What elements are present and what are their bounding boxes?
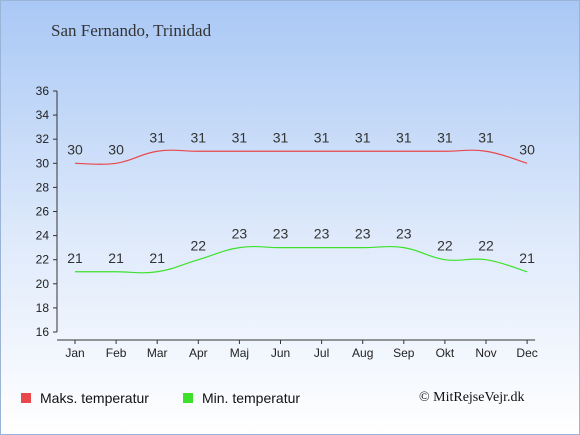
y-tick-label: 22 [36,253,50,267]
max-value-label: 31 [396,129,412,145]
y-tick-label: 24 [36,229,50,243]
legend-max-label: Maks. temperatur [40,390,149,406]
y-tick-label: 16 [36,325,50,339]
min-value-label: 23 [232,226,248,242]
max-value-label: 31 [273,129,289,145]
max-value-label: 31 [232,129,248,145]
x-tick-label: Mar [147,346,168,360]
min-value-label: 22 [437,238,453,254]
x-tick-label: Maj [230,346,249,360]
min-value-label: 21 [67,250,83,266]
y-tick-label: 20 [36,277,50,291]
legend-min: Min. temperatur [183,390,300,406]
axes: 16 18 20 22 24 26 28 30 32 34 36 Jan Feb Mar Apr Maj Jun… [36,84,538,360]
min-value-label: 21 [149,250,165,266]
x-tick-label: Nov [475,346,496,360]
chart-title: San Fernando, Trinidad [51,21,212,40]
x-tick-label: Jul [314,346,329,360]
legend-max-swatch [21,393,31,403]
y-tick-label: 26 [36,205,50,219]
max-value-label: 31 [191,129,207,145]
min-value-label: 22 [478,238,494,254]
y-tick-label: 18 [36,301,50,315]
y-tick-label: 28 [36,180,50,194]
x-tick-label: Aug [352,346,373,360]
min-value-label: 23 [314,226,330,242]
min-temperature-line [74,245,528,274]
y-tick-label: 30 [36,156,50,170]
y-tick-label: 36 [36,84,50,98]
max-value-label: 31 [437,129,453,145]
series-lines [74,149,528,274]
max-temperature-line [74,149,528,165]
x-tick-label: Okt [436,346,455,360]
min-value-label: 21 [519,250,535,266]
min-value-label: 23 [396,226,412,242]
max-value-label: 30 [67,141,83,157]
x-tick-label: Dec [516,346,537,360]
x-tick-label: Jan [65,346,84,360]
min-value-label: 23 [355,226,371,242]
max-value-label: 30 [108,141,124,157]
y-tick-label: 32 [36,132,50,146]
max-value-label: 31 [149,129,165,145]
legend-min-label: Min. temperatur [202,390,301,406]
x-tick-label: Apr [189,346,208,360]
max-value-label: 30 [519,141,535,157]
x-tick-label: Sep [393,346,415,360]
max-value-label: 31 [314,129,330,145]
credit-text: © MitRejseVejr.dk [419,390,525,405]
max-value-label: 31 [355,129,371,145]
x-tick-label: Jun [271,346,290,360]
legend-max: Maks. temperatur [21,390,149,406]
min-value-label: 22 [191,238,207,254]
legend-min-swatch [183,393,193,403]
x-tick-label: Feb [106,346,127,360]
min-value-label: 21 [108,250,124,266]
y-tick-label: 34 [36,108,50,122]
max-value-label: 31 [478,129,494,145]
data-labels: 30 30 31 31 31 31 31 31 31 31 31 30 21 21 21 22 23 23 23 23… [67,129,535,266]
min-value-label: 23 [273,226,289,242]
